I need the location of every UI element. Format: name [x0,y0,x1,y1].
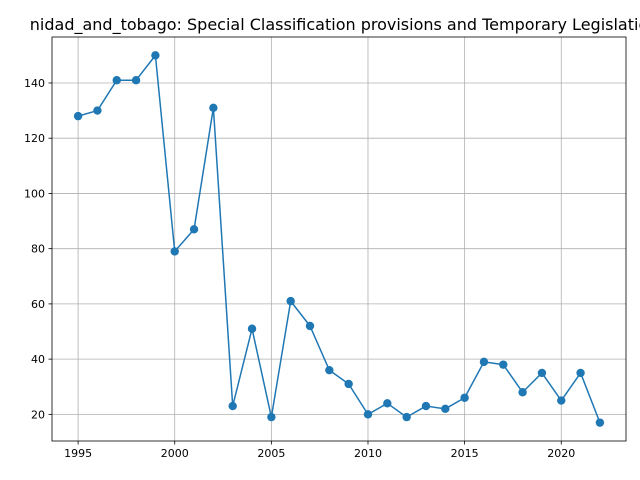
data-point [305,321,315,331]
data-point [595,418,605,427]
data-point [402,412,411,422]
x-tick-label: 2015 [451,447,479,460]
data-point [228,401,237,411]
data-point [170,247,179,256]
y-axis: 20 40 60 80 100 120 140 [24,77,52,421]
data-point [344,379,353,389]
x-axis: 1995 2000 2005 2010 2015 2020 [64,441,575,460]
data-point [247,324,257,333]
data-point [383,399,392,408]
chart-title: nidad_and_tobago: Special Classification… [30,15,640,35]
data-point [441,404,450,414]
y-tick-label: 80 [31,243,45,256]
x-tick-label: 2010 [354,447,382,460]
series-layer [73,51,605,427]
x-tick-label: 1995 [64,447,92,460]
data-point [479,357,489,367]
y-tick-label: 140 [24,77,45,90]
data-point [325,365,334,375]
x-gridlines [77,37,562,441]
data-point [131,76,141,85]
x-tick-label: 2020 [547,447,575,460]
y-tick-label: 40 [31,353,45,366]
data-point [421,401,431,411]
plot-area-background [52,37,626,441]
data-point [557,396,566,405]
y-tick-label: 60 [31,298,45,311]
data-point [209,103,218,113]
data-point [93,106,102,115]
y-gridlines [52,82,626,415]
data-point [286,296,295,306]
data-point [499,360,508,369]
series-line [77,54,601,423]
data-point [267,412,276,422]
data-point [576,368,585,378]
data-point [537,368,547,378]
data-point [518,388,527,397]
axes-frame [51,36,627,442]
x-tick-label: 2000 [161,447,189,460]
data-point [112,76,121,85]
data-point [460,393,469,402]
data-point [73,111,83,121]
x-tick-label: 2005 [257,447,285,460]
data-point [363,410,373,419]
y-tick-label: 100 [24,187,45,200]
data-point [151,51,160,60]
y-tick-label: 20 [31,408,45,421]
data-point [189,225,199,234]
y-tick-label: 120 [24,132,45,145]
